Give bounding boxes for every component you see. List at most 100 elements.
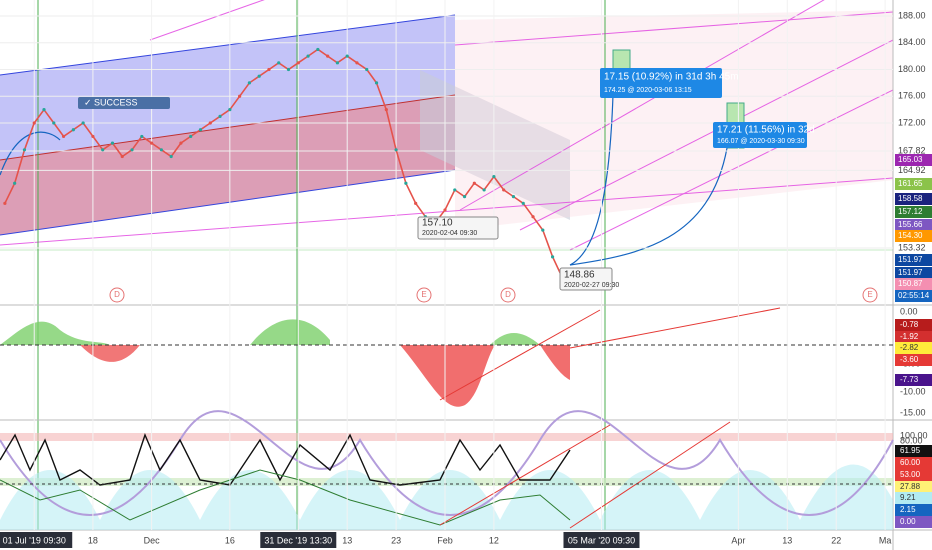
osc-badge-label: 0.00 [900,517,916,526]
price-point [91,134,95,139]
price-point [414,201,418,205]
annotation: 166.07 @ 2020-03-30 09:30 [717,138,805,145]
overbought-band [0,433,893,441]
price-badge-label: 151.97 [898,268,923,277]
price-badge [895,230,932,242]
price-badge [895,219,932,231]
x-label-badge [0,532,73,548]
annotation-box [600,68,722,98]
annotation-box [713,122,807,148]
osc-axis-label: 80.00 [900,435,923,445]
osc-badge [895,457,932,469]
osc-badge-label: 9.21 [900,493,916,502]
price-point [71,128,75,132]
price-point [374,81,379,85]
osc-badge [895,445,932,457]
y-tick-label: 172.00 [898,117,926,127]
trend-line [569,307,781,349]
price-point [345,54,349,58]
price-point [404,181,408,185]
price-point [247,81,251,85]
price-point [521,201,525,205]
osc-badge [895,492,932,504]
price-point [101,148,105,152]
macd-badge-label: -2.82 [900,343,919,352]
price-point [550,255,555,259]
price-point [61,134,66,139]
price-point [306,54,310,58]
price-badge [895,278,932,290]
price-badge [895,154,932,166]
y-tick-label: 164.92 [898,165,926,175]
price-point [443,208,447,212]
projection-arc [0,131,61,176]
price-point [286,67,291,72]
price-point [22,148,27,152]
price-badge [895,178,932,190]
price-badge [895,267,932,279]
macd-badge [895,331,932,343]
price-badge [895,193,932,205]
price-badge-label: 154.30 [898,231,923,240]
price-badge-label: 150.87 [898,279,923,288]
osc-badge [895,481,932,493]
price-point [42,108,46,112]
x-label-badge [260,532,337,548]
macd-area [540,345,570,380]
price-point [355,61,359,65]
x-tick-label: 13 [782,535,792,545]
price-point [326,54,330,58]
x-tick-label: Apr [731,535,745,545]
price-badge-label: 02:55:14 [898,291,930,300]
event-marker-label: D [114,290,120,299]
osc-badge [895,504,932,516]
macd-badge-label: -3.60 [900,355,919,364]
annotation: 2020-02-27 09:30 [564,282,619,289]
x-tick-label: 18 [88,535,98,545]
osc-badge-label: 53.00 [900,470,921,479]
price-point [541,228,545,232]
macd-badge [895,319,932,331]
price-point [394,148,398,152]
price-point [52,121,56,125]
macd-axis-label: -15.00 [900,407,926,417]
osc-badge-label: 2.15 [900,505,916,514]
channel-lower [0,95,455,235]
macd-badge-label: -0.78 [900,320,919,329]
price-point [159,148,163,152]
annotation: ✓ SUCCESS [84,97,138,107]
event-marker-label: E [867,290,872,299]
annotation: 157.10 [422,218,453,229]
price-point [365,67,369,72]
macd-badge-label: -7.73 [900,375,919,384]
x-tick-label: 01 Jul '19 09:30 [3,535,66,545]
osc-badge [895,469,932,481]
trend-line [439,424,611,526]
price-point [218,114,222,118]
price-point [238,94,242,98]
price-point [462,195,467,199]
macd-area [80,345,140,362]
price-point [384,108,388,112]
y-tick-label: 188.00 [898,10,926,20]
osc-axis-label: 100.00 [900,430,928,440]
x-tick-label: 05 Mar '20 09:30 [568,535,635,545]
macd-area [400,345,495,407]
price-point [149,141,154,145]
macd-area [490,332,540,345]
price-point [81,121,85,125]
annotation: 2020-02-04 09:30 [422,230,477,237]
price-point [316,47,320,52]
y-tick-label: 180.00 [898,64,926,74]
event-marker-label: E [421,290,426,299]
macd-area [250,319,330,345]
channel-line [0,14,456,76]
price-point [257,74,261,78]
price-line [4,48,564,279]
price-point [169,154,173,159]
macd-axis-label: 0.00 [900,306,918,316]
price-point [130,148,134,152]
x-tick-label: Feb [437,535,453,545]
price-point [482,188,486,192]
